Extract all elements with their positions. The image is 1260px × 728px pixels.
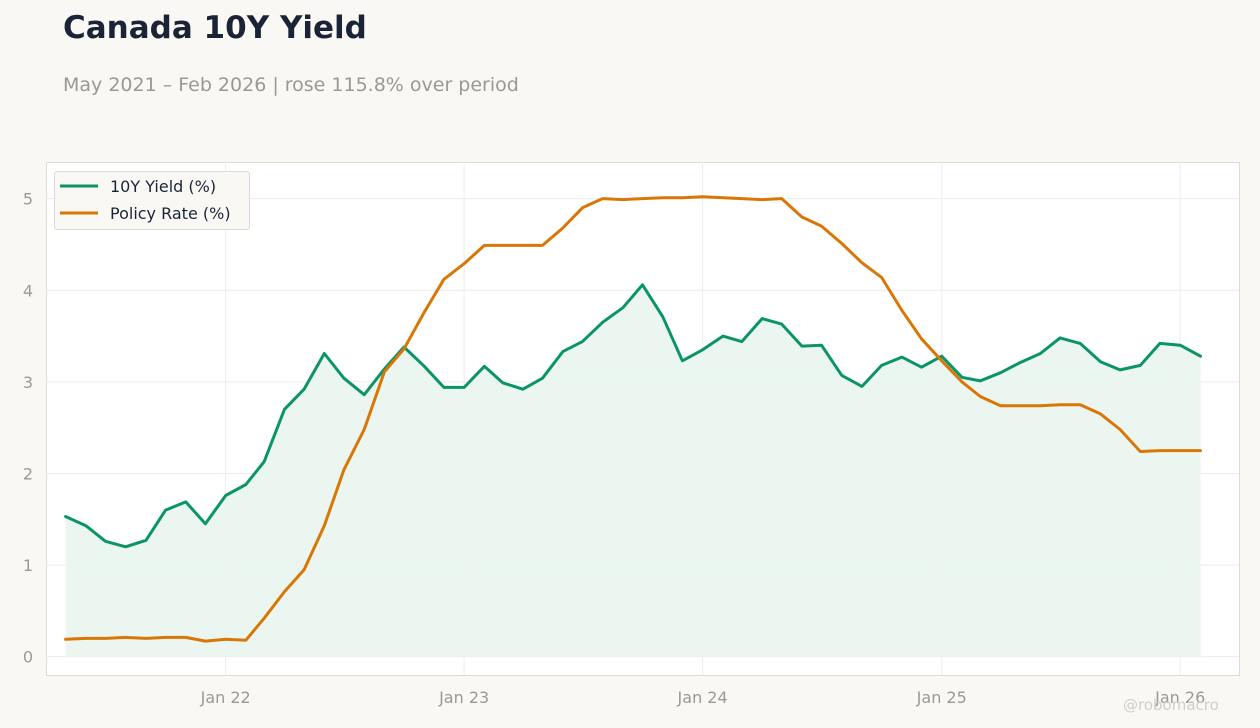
x-tick-label: Jan 26 <box>1154 688 1205 707</box>
series-line-policy-rate <box>64 195 1202 643</box>
y-tick-label: 2 <box>23 464 33 483</box>
legend: 10Y Yield (%) Policy Rate (%) <box>54 171 250 230</box>
y-tick-label: 1 <box>23 556 33 575</box>
watermark: @robomacro <box>1123 696 1219 714</box>
series-lines <box>64 195 1202 643</box>
yield-area-fill <box>65 284 1201 657</box>
area-fill-layer <box>65 284 1201 657</box>
y-tick-label: 4 <box>23 281 33 300</box>
y-tick-label: 5 <box>23 190 33 209</box>
legend-label-yield: 10Y Yield (%) <box>110 177 216 196</box>
y-tick-label: 0 <box>23 648 33 667</box>
x-tick-label: Jan 25 <box>916 688 967 707</box>
x-tick-label: Jan 22 <box>200 688 251 707</box>
y-tick-label: 3 <box>23 373 33 392</box>
x-tick-label: Jan 24 <box>677 688 728 707</box>
x-tick-label: Jan 23 <box>438 688 489 707</box>
series-line-10y-yield <box>64 283 1202 549</box>
chart-subtitle: May 2021 – Feb 2026 | rose 115.8% over p… <box>63 74 519 96</box>
legend-label-policy-rate: Policy Rate (%) <box>110 204 231 223</box>
y-axis-ticks: 0 1 2 3 4 5 <box>23 190 33 667</box>
chart-title: Canada 10Y Yield <box>63 10 367 46</box>
legend-box <box>54 171 250 230</box>
x-axis-ticks: Jan 22 Jan 23 Jan 24 Jan 25 Jan 26 <box>200 688 1206 707</box>
